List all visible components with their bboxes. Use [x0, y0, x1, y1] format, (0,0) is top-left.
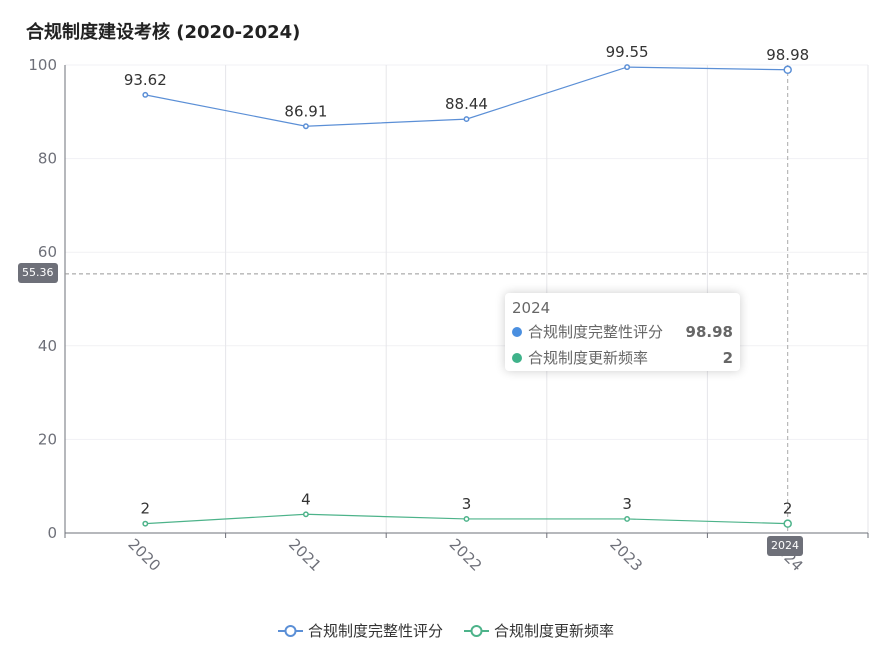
y-tick-label: 20 — [38, 430, 57, 448]
data-point — [463, 516, 470, 522]
x-tick-label: 2023 — [606, 535, 646, 575]
x-pointer-badge: 2024 — [767, 536, 803, 556]
grid — [64, 64, 869, 533]
data-label: 98.98 — [766, 46, 809, 64]
data-point — [783, 519, 792, 528]
y-tick-label: 60 — [38, 243, 57, 261]
data-label: 3 — [462, 495, 472, 513]
tooltip-name-frequency: 合规制度更新频率 — [528, 349, 649, 367]
tooltip-header: 2024 — [512, 299, 551, 317]
data-point — [142, 91, 149, 98]
legend[interactable]: 合规制度完整性评分 合规制度更新频率 — [278, 622, 614, 640]
data-label: 4 — [301, 490, 311, 508]
tooltip-row-frequency: 合规制度更新频率 2 — [512, 345, 733, 371]
x-tick-label: 2021 — [285, 535, 325, 575]
chart-title: 合规制度建设考核 (2020-2024) — [26, 21, 300, 43]
tooltip-value-frequency: 2 — [722, 349, 733, 367]
y-tick-label: 80 — [38, 150, 57, 168]
axis-pointer — [65, 65, 868, 533]
data-label: 2 — [783, 500, 793, 518]
data-point — [624, 64, 631, 71]
legend-item-0: 合规制度完整性评分 — [308, 622, 443, 640]
y-tick-label: 40 — [38, 337, 57, 355]
x-tick-label: 2020 — [124, 535, 164, 575]
tooltip-row-completeness: 合规制度完整性评分 98.98 — [512, 319, 733, 345]
series-group: 93.62 86.91 88.44 99.55 98.98 2 4 3 3 2 — [124, 43, 809, 528]
y-tick-label: 0 — [47, 524, 57, 542]
data-point — [463, 116, 470, 123]
data-point — [783, 65, 792, 75]
x-tick-label: 2022 — [446, 535, 486, 575]
data-point — [302, 123, 309, 130]
data-point — [142, 520, 149, 527]
axes: 0 20 40 60 80 100 2020 2021 2022 2023 2024 — [28, 56, 869, 575]
tooltip-dot-frequency — [512, 353, 522, 363]
data-label: 3 — [622, 495, 632, 513]
data-label: 86.91 — [284, 102, 327, 120]
data-label: 2 — [141, 500, 151, 518]
tooltip-name-completeness: 合规制度完整性评分 — [528, 323, 664, 341]
legend-marker-1 — [470, 625, 483, 637]
y-pointer-badge: 55.36 — [18, 263, 58, 283]
legend-item-1: 合规制度更新频率 — [494, 622, 614, 640]
legend-marker-0 — [284, 625, 297, 637]
data-point — [302, 511, 309, 518]
y-tick-label: 100 — [28, 56, 57, 74]
tooltip: 2024 合规制度完整性评分 98.98 合规制度更新频率 2 — [505, 293, 740, 371]
data-label: 88.44 — [445, 95, 488, 113]
tooltip-value-completeness: 98.98 — [685, 323, 733, 341]
data-point — [624, 516, 631, 522]
tooltip-dot-completeness — [512, 327, 522, 337]
data-label: 99.55 — [606, 43, 649, 61]
data-label: 93.62 — [124, 71, 167, 89]
